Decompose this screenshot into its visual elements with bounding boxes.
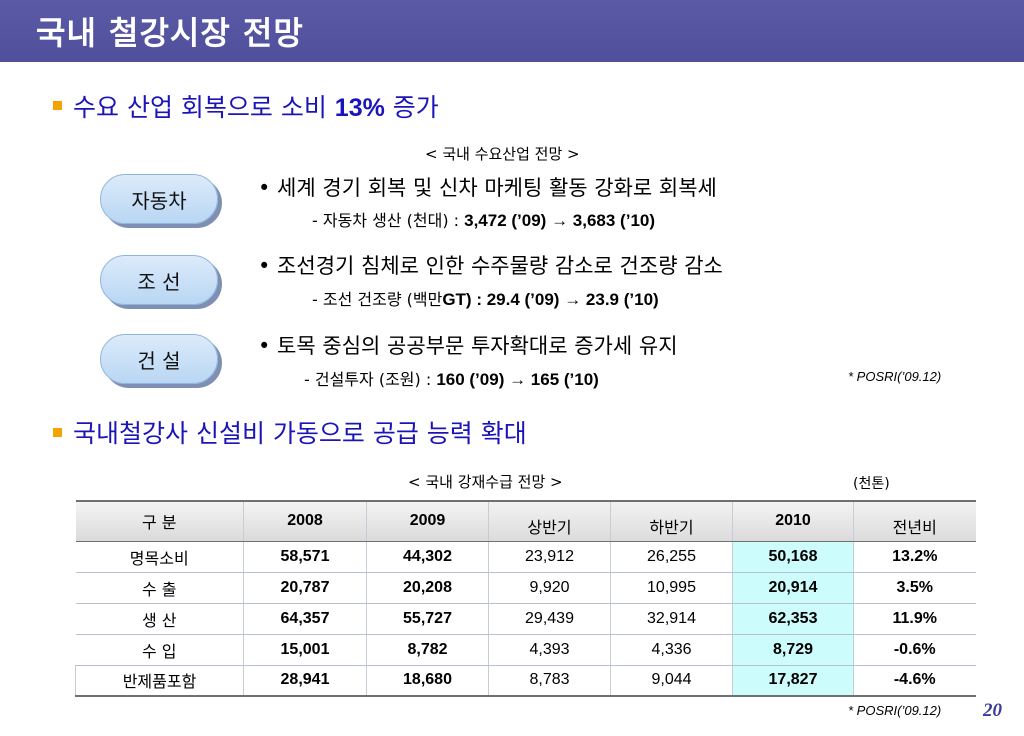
table-cell: 44,302 bbox=[366, 541, 489, 573]
table-cell: 4,336 bbox=[610, 634, 733, 666]
table-cell: 64,357 bbox=[243, 603, 367, 635]
table-cell: 4,393 bbox=[488, 634, 611, 666]
section2-caption: < 국내 강재수급 전망 > bbox=[408, 473, 563, 491]
slide-title: 국내 철강시장 전망 bbox=[36, 14, 304, 52]
row-label: 수 입 bbox=[75, 634, 244, 666]
table-cell: -4.6% bbox=[853, 665, 976, 697]
table-cell: 10,995 bbox=[610, 572, 733, 604]
row-label: 명목소비 bbox=[75, 541, 244, 573]
table-header-row: 구 분 2008 2009 상반기 하반기 2010 전년비 bbox=[75, 500, 976, 542]
section2-bullet bbox=[53, 428, 62, 437]
title-bar: 국내 철강시장 전망 bbox=[0, 0, 1024, 62]
table-cell: 20,787 bbox=[243, 572, 367, 604]
shipbuilding-outlook-detail: - 조선 건조량 (백만GT) : 29.4 (’09) → 23.9 (’10… bbox=[312, 290, 659, 309]
section1-source: * POSRI(’09.12) bbox=[848, 369, 942, 384]
table-cell: 23,912 bbox=[488, 541, 611, 573]
header-first-half: 상반기 bbox=[488, 500, 611, 542]
table-cell: 15,001 bbox=[243, 634, 367, 666]
section1-caption: < 국내 수요산업 전망 > bbox=[425, 145, 580, 163]
table-cell: 28,941 bbox=[243, 665, 367, 697]
table-cell: 26,255 bbox=[610, 541, 733, 573]
table-cell: 29,439 bbox=[488, 603, 611, 635]
header-second-half: 하반기 bbox=[610, 500, 733, 542]
table-cell: 55,727 bbox=[366, 603, 489, 635]
table-cell-highlight: 8,729 bbox=[732, 634, 854, 666]
category-pill-auto: 자동차 bbox=[100, 174, 218, 224]
category-pill-construction: 건 설 bbox=[100, 334, 218, 384]
row-label: 생 산 bbox=[75, 603, 244, 635]
table-cell: 18,680 bbox=[366, 665, 489, 697]
table-cell: 11.9% bbox=[853, 603, 976, 635]
table-cell-highlight: 17,827 bbox=[732, 665, 854, 697]
table-cell: 9,044 bbox=[610, 665, 733, 697]
table-cell: 9,920 bbox=[488, 572, 611, 604]
section1-heading: 수요 산업 회복으로 소비 13% 증가 bbox=[73, 93, 439, 122]
header-category: 구 분 bbox=[75, 500, 244, 542]
table-row: 생 산 64,357 55,727 29,439 32,914 62,353 1… bbox=[75, 603, 976, 635]
section2-heading: 국내철강사 신설비 가동으로 공급 능력 확대 bbox=[73, 419, 527, 448]
shipbuilding-outlook-text: • 조선경기 침체로 인한 수주물량 감소로 건조량 감소 bbox=[258, 254, 723, 278]
header-2008: 2008 bbox=[243, 500, 367, 542]
table-cell: 58,571 bbox=[243, 541, 367, 573]
table-cell: 13.2% bbox=[853, 541, 976, 573]
row-label: 수 출 bbox=[75, 572, 244, 604]
table-cell-highlight: 62,353 bbox=[732, 603, 854, 635]
header-2010: 2010 bbox=[732, 500, 854, 542]
table-cell: 3.5% bbox=[853, 572, 976, 604]
construction-outlook-text: • 토목 중심의 공공부문 투자확대로 증가세 유지 bbox=[258, 334, 678, 358]
unit-label: (천톤) bbox=[853, 476, 890, 492]
section2-source: * POSRI(’09.12) bbox=[848, 703, 942, 718]
table-row: 수 입 15,001 8,782 4,393 4,336 8,729 -0.6% bbox=[75, 634, 976, 666]
header-2009: 2009 bbox=[366, 500, 489, 542]
auto-outlook-text: • 세계 경기 회복 및 신차 마케팅 활동 강화로 회복세 bbox=[258, 176, 717, 200]
table-cell: 8,783 bbox=[488, 665, 611, 697]
page-number: 20 bbox=[983, 700, 1002, 721]
table-cell-highlight: 50,168 bbox=[732, 541, 854, 573]
steel-supply-table: 구 분 2008 2009 상반기 하반기 2010 전년비 명목소비 58,5… bbox=[75, 500, 976, 697]
table-cell: 8,782 bbox=[366, 634, 489, 666]
header-yoy: 전년비 bbox=[853, 500, 976, 542]
table-row: 반제품포함 28,941 18,680 8,783 9,044 17,827 -… bbox=[75, 665, 976, 697]
construction-outlook-detail: - 건설투자 (조원) : 160 (’09) → 165 (’10) bbox=[304, 370, 599, 389]
auto-outlook-detail: - 자동차 생산 (천대) : 3,472 (’09) → 3,683 (’10… bbox=[312, 211, 656, 230]
table-cell: 32,914 bbox=[610, 603, 733, 635]
table-row: 수 출 20,787 20,208 9,920 10,995 20,914 3.… bbox=[75, 572, 976, 604]
table-cell: 20,208 bbox=[366, 572, 489, 604]
table-row: 명목소비 58,571 44,302 23,912 26,255 50,168 … bbox=[75, 541, 976, 573]
row-label: 반제품포함 bbox=[75, 665, 244, 697]
section1-bullet bbox=[53, 101, 62, 110]
table-cell-highlight: 20,914 bbox=[732, 572, 854, 604]
table-cell: -0.6% bbox=[853, 634, 976, 666]
category-pill-shipbuilding: 조 선 bbox=[100, 255, 218, 305]
